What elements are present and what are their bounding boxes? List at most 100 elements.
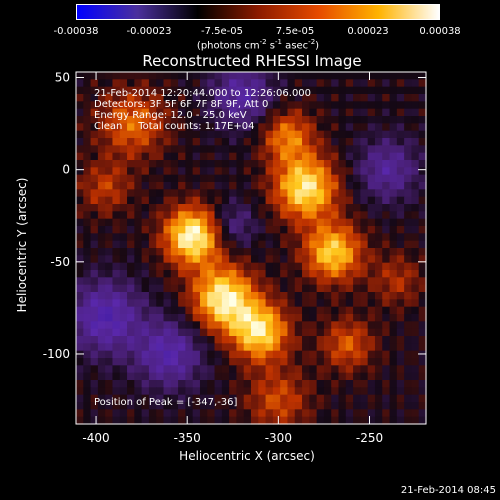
heatmap-cell bbox=[185, 350, 194, 359]
heatmap-cell bbox=[76, 196, 84, 205]
heatmap-cell bbox=[353, 387, 361, 396]
heatmap-cell bbox=[112, 108, 121, 117]
heatmap-cell bbox=[287, 394, 296, 403]
heatmap-cell bbox=[418, 145, 427, 154]
heatmap-cell bbox=[411, 101, 420, 110]
heatmap-cell bbox=[258, 174, 267, 183]
heatmap-cell bbox=[243, 101, 252, 110]
heatmap-cell bbox=[236, 204, 245, 212]
heatmap-cell bbox=[287, 101, 296, 110]
heatmap-cell bbox=[389, 94, 398, 102]
heatmap-cell bbox=[360, 218, 369, 227]
heatmap-cell bbox=[265, 416, 274, 425]
heatmap-cell bbox=[221, 240, 230, 249]
heatmap-cell bbox=[192, 277, 201, 286]
heatmap-cell bbox=[316, 160, 325, 168]
heatmap-cell bbox=[389, 123, 398, 132]
heatmap-cell bbox=[360, 336, 369, 344]
heatmap-cell bbox=[331, 204, 340, 212]
heatmap-cell bbox=[163, 152, 172, 161]
heatmap-cell bbox=[119, 116, 128, 124]
heatmap-cell bbox=[309, 218, 318, 227]
heatmap-cell bbox=[105, 138, 114, 146]
heatmap-cell bbox=[243, 336, 252, 344]
heatmap-cell bbox=[316, 94, 325, 102]
heatmap-cell bbox=[309, 123, 318, 132]
heatmap-cell bbox=[97, 108, 106, 117]
heatmap-cell bbox=[105, 101, 114, 110]
heatmap-cell bbox=[345, 262, 354, 271]
heatmap-cell bbox=[199, 204, 208, 212]
heatmap-cell bbox=[404, 394, 413, 403]
heatmap-cell bbox=[258, 196, 267, 205]
heatmap-cell bbox=[156, 262, 165, 271]
heatmap-cell bbox=[207, 270, 216, 278]
heatmap-cell bbox=[309, 138, 318, 146]
heatmap-cell bbox=[192, 116, 201, 124]
heatmap-cell bbox=[302, 336, 310, 344]
heatmap-cell bbox=[243, 328, 252, 337]
heatmap-cell bbox=[127, 328, 135, 337]
heatmap-cell bbox=[127, 196, 135, 205]
heatmap-cell bbox=[156, 101, 165, 110]
heatmap-cell bbox=[331, 409, 340, 418]
heatmap-cell bbox=[163, 196, 172, 205]
heatmap-cell bbox=[127, 336, 135, 344]
heatmap-cell bbox=[170, 94, 179, 102]
heatmap-cell bbox=[389, 189, 398, 198]
heatmap-cell bbox=[105, 380, 114, 388]
heatmap-cell bbox=[170, 204, 179, 212]
heatmap-cell bbox=[199, 380, 208, 388]
heatmap-cell bbox=[229, 130, 238, 139]
heatmap-cell bbox=[404, 233, 413, 242]
heatmap-cell bbox=[374, 79, 383, 88]
heatmap-cell bbox=[236, 211, 245, 220]
heatmap-cell bbox=[214, 152, 223, 161]
heatmap-cell bbox=[331, 145, 340, 154]
heatmap-cell bbox=[396, 218, 405, 227]
heatmap-cell bbox=[90, 336, 99, 344]
heatmap-cell bbox=[105, 233, 114, 242]
heatmap-cell bbox=[404, 321, 413, 330]
heatmap-cell bbox=[338, 343, 347, 352]
heatmap-cell bbox=[338, 328, 347, 337]
heatmap-cell bbox=[367, 306, 376, 315]
heatmap-cell bbox=[229, 284, 238, 293]
heatmap-cell bbox=[112, 416, 121, 425]
heatmap-cell bbox=[367, 211, 376, 220]
heatmap-cell bbox=[418, 292, 427, 300]
heatmap-cell bbox=[83, 108, 92, 117]
heatmap-cell bbox=[331, 182, 340, 190]
heatmap-cell bbox=[294, 380, 303, 388]
heatmap-cell bbox=[309, 130, 318, 139]
heatmap-cell bbox=[331, 240, 340, 249]
heatmap-cell bbox=[134, 138, 143, 146]
heatmap-cell bbox=[280, 196, 289, 205]
heatmap-cell bbox=[331, 262, 340, 271]
heatmap-cell bbox=[148, 101, 157, 110]
heatmap-cell bbox=[345, 160, 354, 168]
heatmap-cell bbox=[221, 321, 230, 330]
heatmap-cell bbox=[105, 182, 114, 190]
heatmap-cell bbox=[221, 402, 230, 410]
heatmap-cell bbox=[251, 402, 259, 410]
heatmap-cell bbox=[112, 174, 121, 183]
heatmap-cell bbox=[105, 189, 114, 198]
heatmap-cell bbox=[214, 314, 223, 322]
heatmap-cell bbox=[199, 174, 208, 183]
heatmap-cell bbox=[360, 108, 369, 117]
heatmap-cell bbox=[163, 138, 172, 146]
heatmap-cell bbox=[287, 314, 296, 322]
heatmap-cell bbox=[119, 160, 128, 168]
heatmap-cell bbox=[76, 292, 84, 300]
heatmap-cell bbox=[374, 402, 383, 410]
heatmap-cell bbox=[141, 145, 150, 154]
heatmap-cell bbox=[323, 321, 332, 330]
heatmap-cell bbox=[316, 226, 325, 234]
heatmap-cell bbox=[83, 233, 92, 242]
heatmap-cell bbox=[265, 86, 274, 95]
heatmap-cell bbox=[185, 138, 194, 146]
heatmap-cell bbox=[374, 72, 383, 80]
heatmap-cell bbox=[243, 343, 252, 352]
heatmap-cell bbox=[389, 387, 398, 396]
